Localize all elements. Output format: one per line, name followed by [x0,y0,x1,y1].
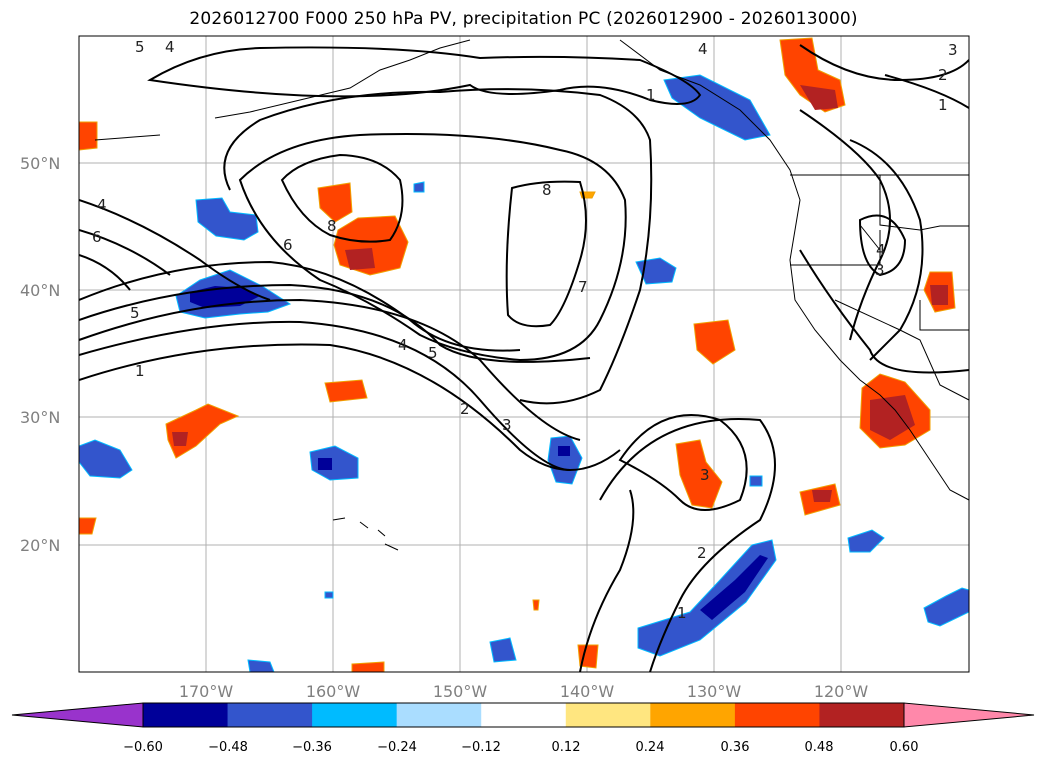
pv-contour-label: 2 [460,400,470,418]
pv-contour-label: 6 [92,228,102,246]
latitude-label: 40°N [20,281,60,300]
pv-contour-label: 4 [398,336,408,354]
map-frame [78,35,970,673]
longitude-label: 130°W [687,682,742,701]
colorbar-border [142,702,905,728]
pv-contour-label: 3 [502,416,512,434]
colorbar-tick-label: −0.60 [123,740,163,755]
latitude-label: 20°N [20,536,60,555]
pv-contour-label: 5 [135,38,145,56]
pv-contour-label: 3 [948,41,958,59]
latitude-labels: 50°N 40°N 30°N 20°N [20,154,60,555]
pv-contour-label: 7 [578,278,588,296]
pv-contour-label: 1 [938,96,948,114]
colorbar-tick-label: 0.12 [552,740,581,755]
colorbar-tick-label: 0.48 [805,740,834,755]
colorbar-segment [481,703,567,727]
colorbar-tick-labels: −0.60 −0.48 −0.36 −0.24 −0.12 0.12 0.24 … [123,740,918,755]
pv-contour-label: 1 [677,604,687,622]
pv-contour-label: 3 [875,261,885,279]
colorbar [11,702,1035,728]
pv-contour-label: 8 [542,181,552,199]
precip-negative-areas [79,74,969,672]
colorbar-tick-label: 0.60 [890,740,919,755]
colorbar-segment [312,703,398,727]
colorbar-tick-label: −0.48 [208,740,248,755]
colorbar-segment [819,703,905,727]
pv-contour-label: 4 [876,241,886,259]
longitude-label: 150°W [433,682,488,701]
longitude-label: 140°W [560,682,615,701]
pv-contour-label: 5 [428,344,438,362]
precip-positive-areas [79,37,956,672]
colorbar-segment [396,703,482,727]
pv-contour-label: 6 [283,236,293,254]
colorbar-segment [650,703,736,727]
pv-contour-label: 8 [327,217,337,235]
colorbar-tick-label: −0.36 [292,740,332,755]
pv-contour-label-group: 5 4 4 2 1 1 4 6 6 8 8 7 5 4 5 1 2 3 3 2 … [92,38,958,622]
colorbar-segment [143,703,229,727]
pv-contour-label: 1 [646,86,656,104]
colorbar-tick-label: 0.36 [721,740,750,755]
pv-contour-label: 2 [938,66,948,84]
pv-contour-label: 4 [165,38,175,56]
latitude-label: 30°N [20,408,60,427]
pv-contour-label: 4 [698,40,708,58]
coastlines [94,39,969,551]
colorbar-segment [734,703,820,727]
colorbar-extend-left [11,702,144,728]
pv-contours [79,44,969,672]
pv-contour-label: 5 [130,304,140,322]
longitude-label: 120°W [814,682,869,701]
colorbar-tick-label: −0.12 [461,740,501,755]
colorbar-tick-label: 0.24 [636,740,665,755]
colorbar-extend-right [903,702,1035,728]
longitude-labels: 170°W 160°W 150°W 140°W 130°W 120°W [179,682,869,701]
colorbar-tick-label: −0.24 [377,740,417,755]
colorbar-segment [565,703,651,727]
pv-contour-label: 2 [697,544,707,562]
pv-contour-label: 1 [135,362,145,380]
pv-contour-label: 4 [97,196,107,214]
longitude-label: 170°W [179,682,234,701]
longitude-label: 160°W [306,682,361,701]
map-title: 2026012700 F000 250 hPa PV, precipitatio… [189,9,858,29]
colorbar-segment [227,703,313,727]
latitude-label: 50°N [20,154,60,173]
pv-contour-label: 3 [700,466,710,484]
